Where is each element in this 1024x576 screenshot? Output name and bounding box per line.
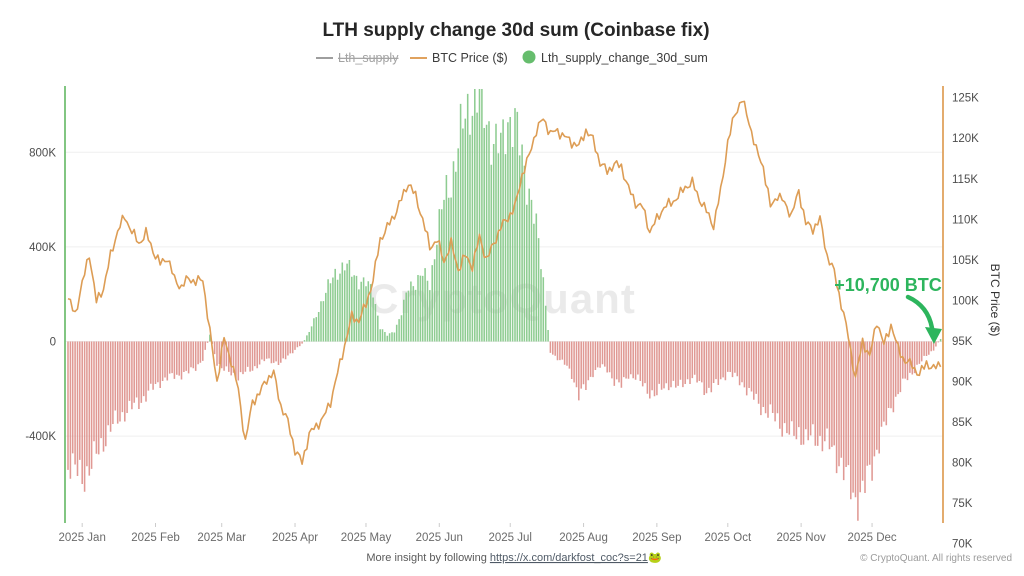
page-title: LTH supply change 30d sum (Coinbase fix): [322, 20, 709, 41]
x-axis-month-label: 2025 Dec: [847, 532, 896, 544]
right-axis-tick-label: 110K: [952, 214, 978, 226]
x-axis-month-label: 2025 Mar: [197, 532, 246, 544]
left-axis-tick-label: 400K: [29, 242, 56, 254]
x-axis-month-label: 2025 Jun: [416, 532, 463, 544]
footer-link[interactable]: https://x.com/darkfost_coc?s=21: [490, 552, 648, 564]
legend-item-lth-supply-change-30d-sum[interactable]: Lth_supply_change_30d_sum: [522, 50, 708, 66]
right-axis-tick-label: 115K: [952, 174, 978, 186]
x-axis-month-label: 2025 May: [341, 532, 392, 544]
positive-bars-lth-supply-change: [209, 89, 942, 342]
legend-label-lth-supply: Lth_supply: [338, 51, 399, 65]
annotation-label: +10,700 BTC: [834, 275, 942, 295]
right-axis-tick-label: 100K: [952, 295, 979, 307]
frog-emoji-icon: 🐸: [648, 551, 662, 564]
annotation: +10,700 BTC: [834, 275, 942, 344]
right-axis-tick-label: 70K: [952, 538, 973, 550]
left-axis-tick-label: 0: [50, 337, 56, 349]
plot-area: 800K 400K 0 -400K 125K 120K 115K 110K 105K 100K 95…: [25, 86, 979, 550]
footer-prefix: More insight by following: [366, 552, 490, 564]
x-axis-month-label: 2025 Oct: [704, 532, 751, 544]
legend-label-btc-price: BTC Price ($): [432, 51, 508, 65]
footer-note: More insight by following https://x.com/…: [366, 551, 662, 564]
right-axis-tick-label: 80K: [952, 457, 973, 469]
left-axis-tick-label: 800K: [29, 147, 56, 159]
copyright-notice: © CryptoQuant. All rights reserved: [860, 553, 1012, 564]
left-axis-tick-label: -400K: [25, 431, 56, 443]
supply-change-dot-swatch: [522, 50, 536, 64]
right-axis-tick-label: 105K: [952, 255, 979, 267]
x-axis-month-label: 2025 Sep: [632, 532, 681, 544]
annotation-arrow-head: [925, 327, 942, 344]
right-axis-title: BTC Price ($): [988, 264, 1002, 337]
right-axis-tick-label: 120K: [952, 133, 979, 145]
right-axis-tick-label: 75K: [952, 498, 973, 510]
negative-bars-lth-supply-change: [67, 341, 940, 521]
x-axis-month-label: 2025 Nov: [777, 532, 826, 544]
legend-item-btc-price[interactable]: BTC Price ($): [410, 51, 508, 65]
right-axis-tick-label: 95K: [952, 336, 973, 348]
right-axis-tick-label: 90K: [952, 376, 973, 388]
legend-label-supply-change: Lth_supply_change_30d_sum: [541, 51, 708, 65]
x-axis-month-label: 2025 Apr: [272, 532, 318, 544]
legend-item-lth-supply[interactable]: Lth_supply: [316, 51, 399, 65]
btc-price-line: [67, 100, 942, 465]
x-axis-month-label: 2025 Aug: [559, 532, 608, 544]
x-axis-month-label: 2025 Jan: [59, 532, 106, 544]
x-axis-month-label: 2025 Jul: [488, 532, 531, 544]
right-axis-tick-label: 125K: [952, 93, 979, 105]
right-axis-tick-label: 85K: [952, 417, 973, 429]
legend: Lth_supply BTC Price ($) Lth_supply_chan…: [316, 50, 708, 66]
x-axis-month-label: 2025 Feb: [131, 532, 180, 544]
annotation-arrow-shaft: [905, 294, 935, 331]
